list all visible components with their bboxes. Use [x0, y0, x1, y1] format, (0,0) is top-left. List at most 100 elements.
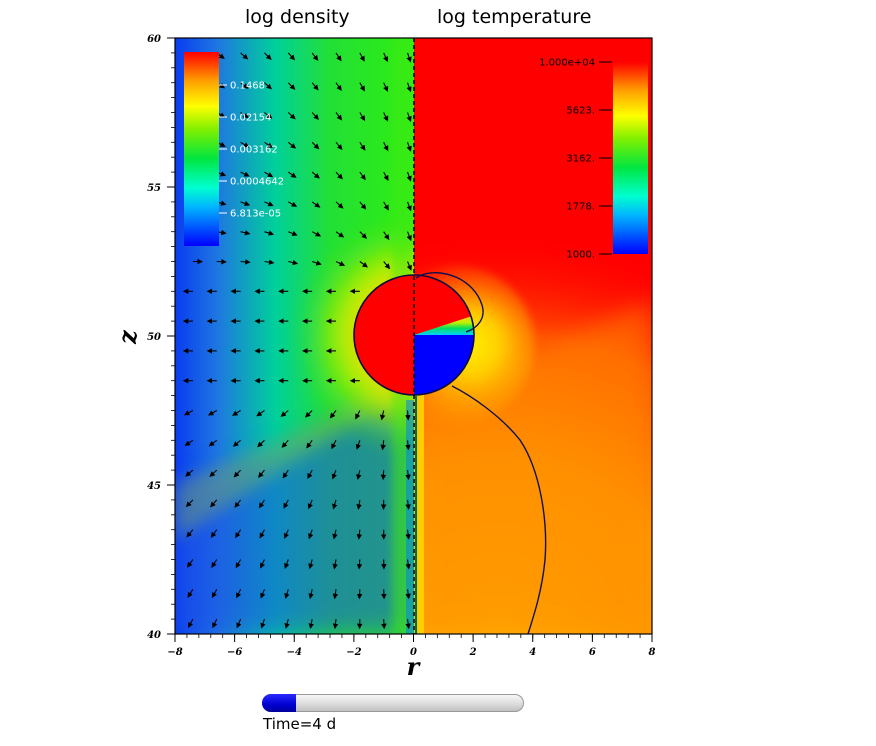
velocity-arrow — [280, 410, 289, 417]
velocity-arrow — [405, 410, 411, 421]
velocity-arrow — [260, 559, 266, 569]
velocity-arrow — [264, 141, 273, 149]
velocity-arrow — [383, 171, 389, 181]
velocity-arrow — [187, 589, 194, 598]
velocity-arrow — [383, 261, 391, 270]
velocity-arrow — [329, 410, 337, 419]
velocity-arrow — [282, 469, 289, 479]
x-tick-label: −6 — [227, 647, 242, 658]
velocity-arrow — [383, 142, 389, 152]
x-tick-label: 4 — [529, 647, 536, 658]
velocity-arrow — [283, 499, 289, 509]
velocity-arrow — [288, 259, 299, 266]
velocity-arrow — [287, 52, 296, 61]
velocity-arrow — [207, 410, 218, 416]
x-tick-label: −8 — [167, 647, 182, 658]
temperature-title: log temperature — [437, 6, 592, 28]
velocity-arrow — [383, 201, 389, 211]
colorbar-tick-label: 6.813e-05 — [230, 209, 281, 220]
velocity-arrow — [240, 52, 249, 60]
velocity-arrow — [311, 260, 322, 266]
density-colorbar: 0.1468 0.02154 0.003162 0.0004642 6.813e-05 — [184, 52, 284, 246]
time-slider-fill — [262, 694, 297, 712]
x-tick-label: 6 — [589, 647, 596, 658]
velocity-arrow — [406, 82, 412, 93]
velocity-arrow — [331, 440, 337, 450]
velocity-arrow — [405, 470, 411, 481]
velocity-arrow — [356, 469, 362, 480]
velocity-arrow — [359, 261, 368, 268]
velocity-arrow — [208, 439, 218, 447]
velocity-arrow — [335, 261, 346, 266]
velocity-arrow — [308, 529, 314, 540]
colorbar-tick-label: 0.1468 — [230, 80, 265, 91]
velocity-arrow — [383, 52, 389, 63]
velocity-arrow — [406, 201, 412, 212]
velocity-arrow — [380, 470, 387, 481]
velocity-arrow — [212, 618, 218, 629]
velocity-arrow — [335, 112, 343, 121]
velocity-arrow — [405, 529, 411, 540]
velocity-arrow — [355, 410, 361, 420]
velocity-arrow — [311, 141, 320, 150]
velocity-arrow — [356, 559, 363, 570]
x-tick-label: 8 — [649, 647, 656, 658]
velocity-arrow — [284, 559, 290, 569]
velocity-arrow — [306, 439, 313, 449]
velocity-arrow — [260, 589, 266, 599]
x-axis-label: r — [407, 652, 422, 681]
velocity-arrow — [356, 529, 363, 540]
velocity-arrow — [335, 52, 342, 62]
velocity-arrow — [264, 112, 273, 119]
velocity-arrow — [284, 589, 290, 599]
velocity-arrow — [335, 141, 343, 151]
time-slider[interactable] — [262, 694, 524, 712]
velocity-arrow — [405, 619, 411, 630]
velocity-arrow — [264, 82, 272, 90]
velocity-arrow — [383, 231, 390, 241]
velocity-arrow — [406, 231, 412, 242]
velocity-arrow — [359, 171, 366, 181]
velocity-arrow — [305, 410, 313, 418]
velocity-arrow — [359, 201, 367, 210]
colorbar-tick-label: 0.02154 — [230, 112, 271, 123]
velocity-arrow — [186, 529, 194, 538]
velocity-arrow — [359, 141, 366, 151]
velocity-arrow — [311, 112, 319, 120]
time-label: Time=4 d — [263, 715, 337, 733]
velocity-arrow — [332, 499, 338, 510]
temperature-colorbar: 1.000e+04 5623. 3162. 1778. 1000. — [539, 58, 648, 261]
velocity-arrow — [355, 440, 362, 450]
velocity-arrow — [283, 529, 289, 539]
velocity-arrow — [356, 499, 362, 510]
velocity-arrow — [211, 589, 218, 599]
velocity-arrow — [335, 171, 343, 180]
velocity-arrow — [183, 410, 194, 416]
y-axis-ticks: 40 45 50 55 60 — [147, 34, 175, 641]
velocity-arrow — [232, 410, 241, 416]
colorbar-tick-label: 1778. — [566, 202, 595, 213]
velocity-arrow — [264, 201, 274, 207]
velocity-arrow — [332, 619, 339, 630]
colorbar-tick-label: 1.000e+04 — [539, 58, 595, 69]
velocity-arrow — [287, 112, 296, 120]
x-tick-label: 0 — [410, 647, 417, 658]
velocity-arrow — [406, 112, 412, 123]
velocity-arrow — [185, 499, 194, 508]
velocity-arrow — [211, 559, 218, 569]
velocity-arrow — [332, 529, 338, 540]
velocity-arrow — [210, 529, 218, 538]
velocity-arrow — [287, 82, 296, 90]
velocity-vectors — [182, 52, 412, 630]
velocity-arrow — [240, 112, 249, 119]
velocity-arrow — [209, 469, 218, 478]
velocity-arrow — [210, 499, 218, 508]
velocity-arrow — [405, 499, 411, 510]
x-tick-label: −2 — [346, 647, 361, 658]
velocity-arrow — [288, 201, 298, 207]
velocity-arrow — [256, 410, 265, 417]
velocity-arrow — [264, 230, 275, 236]
velocity-arrow — [383, 82, 389, 92]
y-tick-label: 50 — [147, 332, 161, 343]
velocity-arrow — [405, 559, 411, 570]
